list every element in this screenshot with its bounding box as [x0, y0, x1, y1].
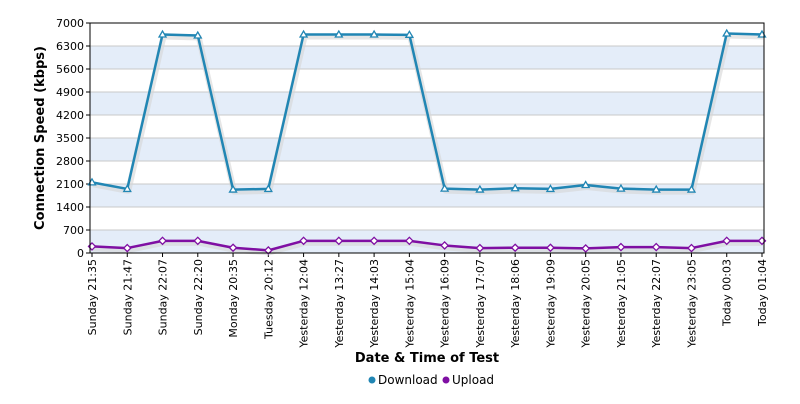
grid-band [90, 138, 764, 161]
y-tick-label: 7000 [56, 17, 84, 30]
x-tick-label: Monday 20:35 [227, 259, 240, 338]
download-point [616, 183, 626, 192]
upload-point [334, 236, 344, 246]
download-point [686, 184, 697, 193]
download-point [439, 183, 450, 192]
upload-point [722, 236, 732, 246]
download-point [334, 29, 344, 38]
y-axis: 0 700 1400 2100 2800 3500 4200 4900 5600 6300 7000 [56, 17, 90, 260]
x-axis-title: Date & Time of Test [355, 351, 499, 366]
upload-point [510, 243, 520, 253]
upload-point [193, 236, 203, 246]
download-line [91, 32, 763, 191]
download-point [475, 184, 485, 193]
download-point [404, 30, 415, 38]
download-point [722, 28, 732, 37]
upload-point [581, 243, 591, 253]
x-tick-label: Yesterday 18:06 [509, 259, 522, 349]
x-tick-label: Sunday 21:35 [86, 259, 99, 335]
x-tick-label: Sunday 21:47 [121, 259, 134, 335]
legend-label: Download [378, 373, 438, 387]
download-point [298, 29, 309, 38]
upload-point [158, 236, 167, 246]
upload-point [546, 243, 555, 253]
x-tick-label: Yesterday 17:07 [474, 259, 487, 349]
legend-label: Upload [452, 373, 494, 387]
upload-line-shadow [92, 239, 763, 256]
download-point [369, 29, 379, 38]
y-tick-label: 2800 [56, 155, 84, 168]
download-point [263, 184, 273, 193]
series-lines [87, 28, 767, 256]
upload-point [122, 243, 132, 253]
grid-band [90, 23, 764, 46]
legend-item-download: Download [368, 373, 438, 387]
x-tick-label: Yesterday 21:05 [615, 259, 628, 349]
grid-band [90, 69, 764, 92]
plot-border [89, 22, 765, 254]
x-tick-label: Yesterday 14:03 [368, 259, 381, 349]
y-tick-label: 2100 [56, 178, 84, 191]
x-tick-label: Sunday 22:20 [192, 259, 205, 335]
x-tick-label: Yesterday 15:04 [403, 259, 416, 349]
upload-line [91, 239, 762, 252]
x-tick-label: Sunday 22:07 [157, 259, 170, 335]
x-tick-label: Yesterday 19:09 [544, 259, 557, 349]
upload-point [228, 243, 238, 253]
legend-marker [442, 376, 450, 384]
y-tick-label: 4900 [56, 86, 84, 99]
x-tick-label: Yesterday 12:04 [298, 259, 311, 349]
download-point [193, 30, 203, 39]
upload-point [475, 243, 485, 253]
download-point [545, 184, 556, 193]
y-tick-label: 4200 [56, 109, 84, 122]
grid-band [90, 161, 764, 184]
plot-background [90, 23, 764, 253]
grid-band [90, 207, 764, 230]
x-tick-label: Today 00:03 [721, 259, 734, 327]
grid-band [90, 184, 764, 207]
grid-band [90, 46, 764, 69]
x-tick-label: Yesterday 22:07 [650, 259, 663, 349]
upload-point [369, 236, 379, 246]
x-tick-label: Yesterday 13:27 [333, 259, 346, 349]
x-tick-label: Yesterday 23:05 [685, 259, 698, 349]
y-tick-label: 6300 [56, 40, 84, 53]
download-point [157, 29, 168, 38]
upload-point [616, 242, 626, 252]
legend-item-upload: Upload [442, 373, 494, 387]
x-axis: Sunday 21:35 Sunday 21:47 Sunday 22:07 Sund… [86, 253, 769, 349]
upload-point [299, 236, 308, 246]
x-tick-label: Yesterday 16:09 [439, 259, 452, 349]
x-tick-label: Today 01:04 [756, 259, 769, 327]
download-point [651, 184, 661, 193]
y-tick-label: 1400 [56, 201, 84, 214]
download-point [510, 183, 520, 192]
x-tick-label: Tuesday 20:12 [262, 259, 275, 340]
download-point [581, 180, 591, 189]
y-tick-label: 3500 [56, 132, 84, 145]
download-point [122, 184, 132, 193]
upload-point [404, 236, 414, 246]
y-tick-label: 700 [63, 224, 84, 237]
download-point [228, 184, 238, 193]
legend-marker [368, 376, 376, 384]
upload-point [651, 242, 661, 252]
upload-point [263, 245, 273, 255]
y-tick-label: 0 [77, 247, 84, 260]
upload-point [687, 243, 696, 253]
upload-point [440, 241, 450, 250]
x-tick-label: Yesterday 20:05 [580, 259, 593, 349]
legend: Download Upload [368, 373, 494, 387]
grid-band [90, 115, 764, 138]
y-tick-label: 5600 [56, 63, 84, 76]
y-axis-title: Connection Speed (kbps) [33, 46, 48, 230]
